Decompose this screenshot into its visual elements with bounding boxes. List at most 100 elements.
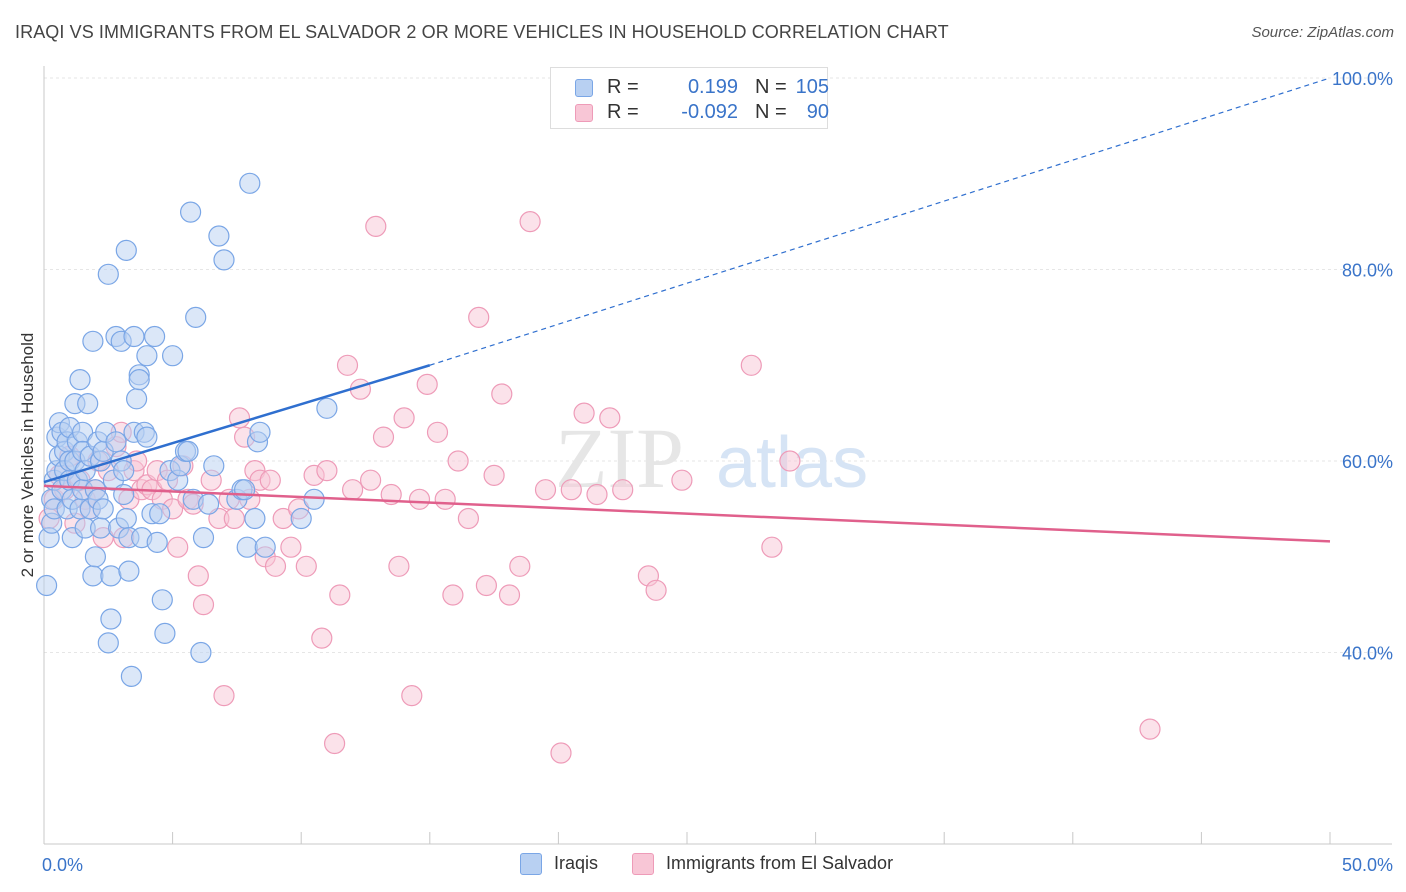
point-iraqis — [100, 608, 122, 630]
point-iraqis — [84, 546, 107, 568]
point-salvador — [426, 421, 449, 443]
trend-line-iraqis-extension — [429, 77, 1331, 366]
point-iraqis — [113, 483, 135, 506]
legend-n-value: 105 — [795, 76, 829, 98]
point-iraqis — [89, 517, 112, 539]
point-salvador — [401, 684, 423, 707]
point-salvador — [167, 536, 189, 558]
point-iraqis — [115, 239, 137, 261]
point-iraqis — [69, 369, 91, 391]
point-salvador — [336, 354, 359, 376]
point-iraqis — [151, 589, 173, 611]
legend-r-value: 0.199 — [687, 76, 738, 98]
point-iraqis — [146, 531, 168, 554]
data-points — [35, 172, 1161, 764]
point-salvador — [324, 732, 346, 755]
point-iraqis — [154, 622, 176, 645]
point-salvador — [408, 488, 431, 510]
y-tick-label: 100.0% — [1332, 69, 1393, 89]
bottom-legend-swatch-salvador — [632, 853, 654, 875]
gridlines — [44, 77, 1392, 653]
y-tick-label: 80.0% — [1342, 261, 1393, 281]
point-salvador — [509, 555, 531, 577]
point-iraqis — [236, 536, 258, 558]
point-iraqis — [290, 507, 312, 530]
point-salvador — [560, 479, 582, 501]
point-iraqis — [208, 225, 230, 247]
legend-n-label: N = — [755, 76, 787, 98]
bottom-legend-label: Iraqis — [554, 853, 599, 873]
point-iraqis — [128, 369, 150, 391]
point-iraqis — [113, 460, 135, 482]
point-iraqis — [180, 201, 202, 223]
point-salvador — [534, 479, 557, 501]
axes — [43, 66, 1392, 845]
point-salvador — [475, 574, 497, 597]
point-iraqis — [149, 503, 171, 525]
point-iraqis — [82, 565, 104, 587]
point-salvador — [586, 483, 608, 506]
trend-lines — [43, 77, 1331, 543]
point-salvador — [483, 464, 505, 486]
point-iraqis — [97, 632, 119, 654]
point-salvador — [187, 565, 209, 587]
legend-swatch-salvador — [575, 104, 593, 122]
point-iraqis — [97, 263, 119, 285]
point-salvador — [223, 507, 245, 530]
point-salvador — [311, 627, 333, 649]
point-salvador — [779, 450, 801, 472]
point-iraqis — [123, 325, 145, 348]
source-credit: Source: ZipAtlas.com — [1251, 24, 1394, 41]
point-salvador — [372, 426, 395, 448]
point-salvador — [761, 536, 783, 558]
point-salvador — [295, 555, 317, 577]
point-iraqis — [77, 393, 99, 415]
point-salvador — [671, 469, 693, 491]
point-iraqis — [115, 507, 137, 530]
point-iraqis — [120, 665, 142, 688]
legend-n-value: 90 — [806, 101, 829, 123]
point-iraqis — [198, 493, 220, 515]
bottom-legend-swatch-iraqis — [520, 853, 542, 875]
point-iraqis — [177, 440, 199, 462]
point-salvador — [360, 469, 382, 491]
point-iraqis — [35, 574, 58, 597]
point-iraqis — [244, 507, 266, 530]
point-salvador — [280, 536, 302, 558]
point-salvador — [491, 383, 513, 405]
point-iraqis — [118, 560, 140, 582]
point-iraqis — [100, 565, 122, 587]
point-salvador — [342, 479, 364, 501]
point-iraqis — [234, 479, 256, 501]
point-iraqis — [316, 397, 338, 419]
point-salvador — [498, 584, 521, 606]
x-tick-label: 0.0% — [42, 855, 83, 875]
y-tick-label: 60.0% — [1342, 452, 1393, 472]
trend-line-salvador — [43, 484, 1331, 543]
point-iraqis — [254, 536, 276, 558]
point-salvador — [519, 211, 541, 233]
point-iraqis — [192, 526, 215, 549]
point-iraqis — [203, 455, 225, 477]
point-iraqis — [82, 330, 104, 352]
point-salvador — [645, 579, 667, 601]
point-salvador — [468, 306, 490, 328]
point-iraqis — [92, 498, 114, 520]
point-iraqis — [303, 488, 325, 510]
legend-r-value: -0.092 — [681, 101, 738, 123]
point-salvador — [442, 584, 464, 606]
point-salvador — [740, 354, 762, 376]
stats-legend: R = 0.199 N = 105 R = -0.092 N = 90 — [550, 67, 829, 129]
point-salvador — [264, 555, 287, 577]
point-salvador — [388, 555, 410, 577]
point-iraqis — [162, 345, 184, 367]
trend-line-iraqis — [43, 364, 431, 484]
point-salvador — [192, 593, 215, 616]
point-iraqis — [239, 172, 261, 194]
point-iraqis — [185, 306, 207, 328]
point-salvador — [434, 488, 456, 510]
point-salvador — [550, 742, 572, 764]
point-salvador — [213, 684, 235, 707]
tick-labels: 40.0% 60.0% 80.0% 100.0% 0.0% 50.0% — [42, 69, 1393, 875]
